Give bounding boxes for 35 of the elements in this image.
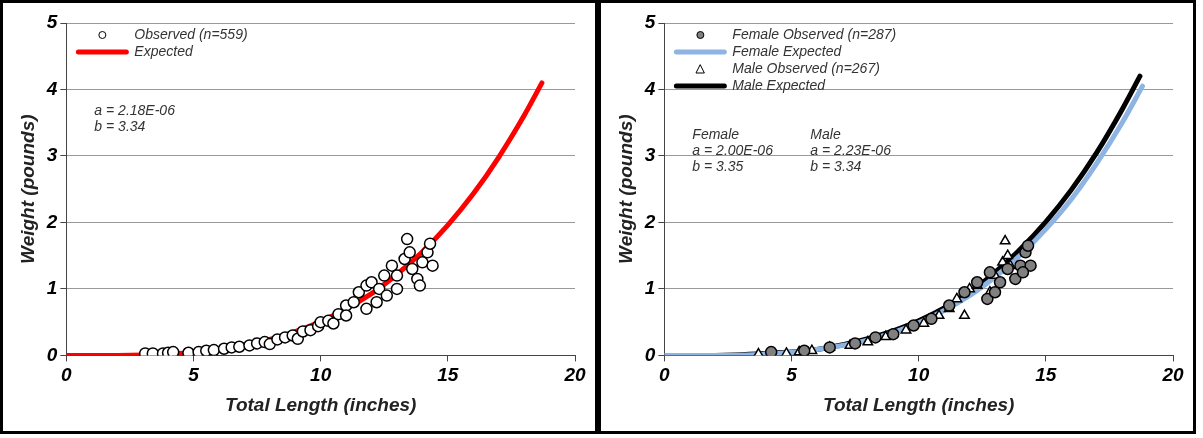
y-tick-label: 4 [45,77,58,99]
x-axis-title: Total Length (inches) [224,393,417,415]
y-tick-label: 0 [46,343,58,365]
y-axis-title: Weight (pounds) [614,114,636,264]
x-tick-label: 20 [1161,364,1184,386]
legend-label: Observed (n=559) [134,25,248,42]
legend-label: Female Expected [732,42,843,59]
x-tick-label: 0 [659,364,671,386]
x-tick-label: 5 [188,364,200,386]
y-tick-label: 1 [46,277,58,299]
annotation: a = 2.18E-06 b = 3.34 [94,101,176,134]
annotation: Female a = 2.00E-06 b = 3.35 [692,125,774,174]
y-tick-label: 2 [643,210,656,232]
x-axis-title: Total Length (inches) [822,393,1015,415]
legend-label: Expected [134,42,194,59]
legend-label: Male Expected [732,76,827,93]
legend-label: Female Observed (n=287) [732,25,897,42]
y-tick-label: 1 [644,277,656,299]
x-tick-label: 0 [61,364,73,386]
y-tick-label: 0 [644,343,656,365]
x-tick-label: 5 [786,364,798,386]
annotation: Male a = 2.23E-06 b = 3.34 [810,125,892,174]
x-tick-label: 15 [437,364,459,386]
x-tick-label: 10 [310,364,332,386]
y-tick-label: 2 [45,210,58,232]
y-tick-label: 4 [643,77,656,99]
y-tick-label: 3 [46,144,58,166]
x-tick-label: 10 [908,364,930,386]
x-tick-label: 15 [1035,364,1057,386]
y-tick-label: 3 [644,144,656,166]
legend-label: Male Observed (n=267) [732,59,880,76]
y-tick-label: 5 [644,11,656,33]
y-axis-title: Weight (pounds) [16,114,38,264]
x-tick-label: 20 [563,364,586,386]
y-tick-label: 5 [46,11,58,33]
